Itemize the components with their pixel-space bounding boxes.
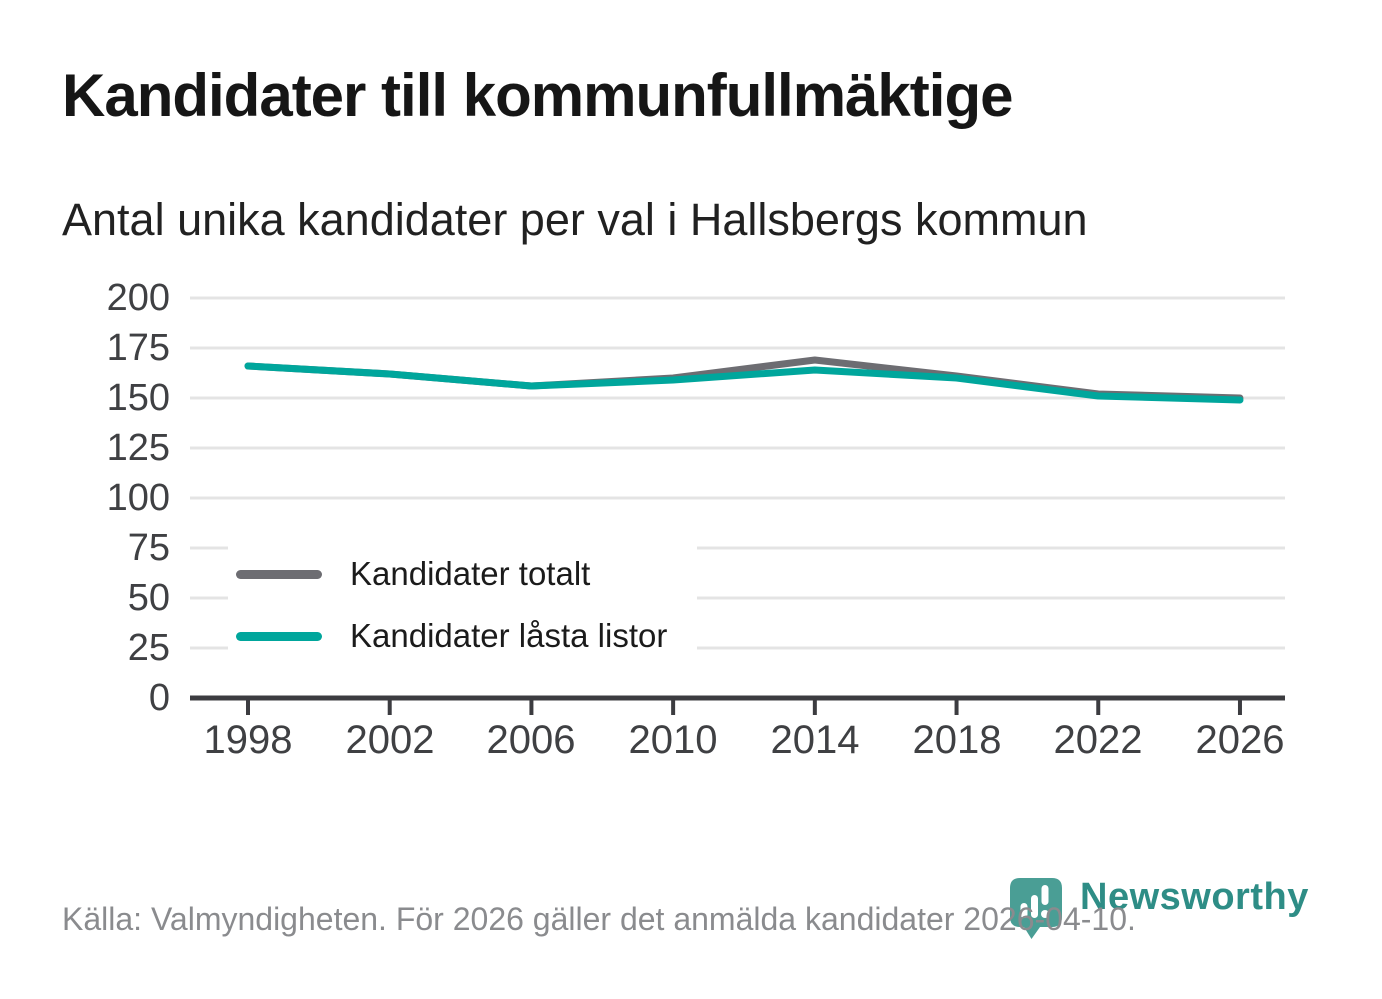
page-title: Kandidater till kommunfullmäktige	[62, 62, 1013, 129]
y-axis-label: 50	[127, 577, 170, 619]
legend-swatch-totalt	[236, 569, 322, 579]
x-axis-label: 2010	[628, 718, 718, 762]
x-axis-label: 2026	[1195, 718, 1285, 762]
chart-legend: Kandidater totalt Kandidater låsta listo…	[228, 544, 698, 672]
x-axis-label: 2018	[912, 718, 1002, 762]
legend-item-totalt: Kandidater totalt	[236, 554, 667, 594]
y-axis-label: 200	[106, 277, 170, 319]
series-line-kandidater-l-sta-listor	[244, 362, 1244, 404]
x-axis-label: 2014	[770, 718, 860, 762]
source-note: Källa: Valmyndigheten. För 2026 gäller d…	[62, 901, 1136, 937]
y-axis-label: 25	[127, 627, 170, 669]
x-axis-label: 2006	[486, 718, 576, 762]
x-axis-label: 2002	[345, 718, 435, 762]
page-subtitle: Antal unika kandidater per val i Hallsbe…	[62, 194, 1088, 245]
newsworthy-pin-barchart-icon	[1010, 878, 1062, 939]
legend-item-lasta-listor: Kandidater låsta listor	[236, 616, 667, 656]
legend-label: Kandidater totalt	[350, 555, 591, 592]
x-axis-label: 1998	[203, 718, 293, 762]
newsworthy-wordmark: Newsworthy	[1080, 876, 1309, 918]
legend-label: Kandidater låsta listor	[350, 617, 668, 654]
y-axis-label: 75	[127, 527, 170, 569]
y-axis-label: 0	[148, 677, 170, 719]
x-axis-label: 2022	[1053, 718, 1143, 762]
y-axis-label: 150	[106, 377, 170, 419]
y-axis-label: 125	[106, 427, 170, 469]
legend-swatch-lasta-listor	[236, 631, 322, 641]
y-axis-label: 100	[106, 477, 170, 519]
y-axis-label: 175	[106, 327, 170, 369]
